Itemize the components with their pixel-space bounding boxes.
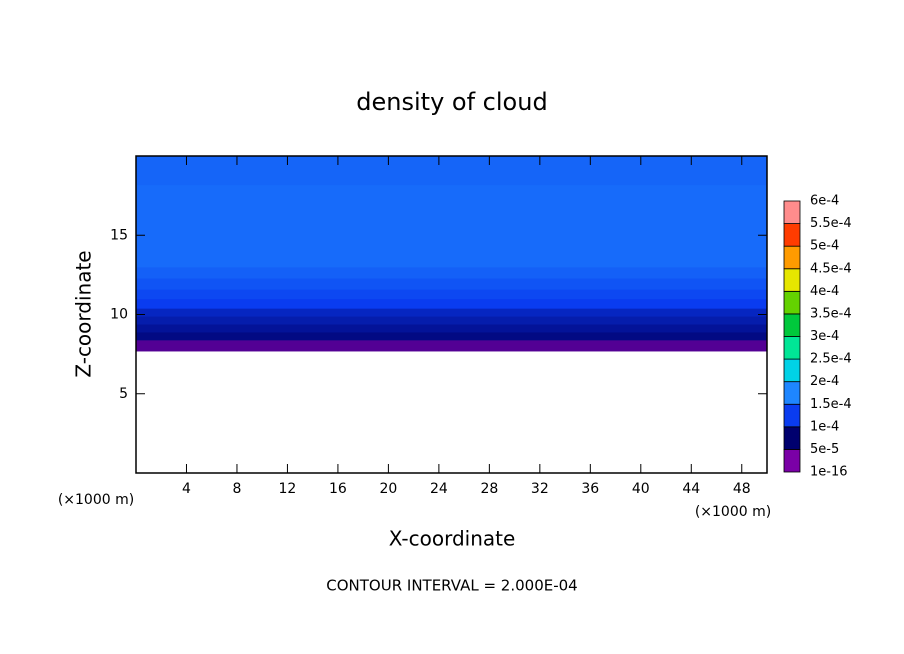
colorbar-label: 5e-5 xyxy=(810,442,839,457)
colorbar-swatch xyxy=(783,200,801,224)
x-tick-label: 12 xyxy=(279,481,297,497)
contour-band xyxy=(136,278,767,290)
colorbar-label: 3e-4 xyxy=(810,329,839,344)
x-tick-label: 20 xyxy=(379,481,397,497)
contour-band xyxy=(136,308,767,317)
colorbar-swatch xyxy=(783,223,801,247)
colorbar-label: 1.5e-4 xyxy=(810,397,852,412)
y-axis-label: Z-coordinate xyxy=(72,250,96,377)
colorbar-swatch xyxy=(783,403,801,428)
contour-band xyxy=(136,324,767,333)
y-tick-label: 15 xyxy=(110,227,128,243)
x-tick-label: 8 xyxy=(232,481,241,497)
footer-note: CONTOUR INTERVAL = 2.000E-04 xyxy=(326,577,577,595)
colorbar-swatch xyxy=(783,381,801,405)
colorbar-swatch xyxy=(783,426,801,450)
y-tick-label: 5 xyxy=(119,386,128,402)
contour-band xyxy=(136,289,767,300)
colorbar-swatch xyxy=(783,358,801,383)
colorbar-label: 3.5e-4 xyxy=(810,306,852,321)
x-tick-label: 28 xyxy=(480,481,498,497)
chart-title: density of cloud xyxy=(356,88,547,116)
contour-band xyxy=(136,316,767,325)
colorbar-label: 5.5e-4 xyxy=(810,216,852,231)
colorbar-label: 4.5e-4 xyxy=(810,261,852,276)
contour-band xyxy=(136,339,767,352)
x-tick-label: 40 xyxy=(632,481,650,497)
colorbar-label: 6e-4 xyxy=(810,194,839,209)
colorbar-label: 2e-4 xyxy=(810,374,839,389)
colorbar-swatch xyxy=(783,336,801,360)
x-tick-label: 32 xyxy=(531,481,549,497)
colorbar-label: 1e-4 xyxy=(810,419,839,434)
contour-band xyxy=(136,331,767,341)
contour-band xyxy=(136,184,767,268)
colorbar-swatch xyxy=(783,449,801,473)
x-tick-label: 4 xyxy=(182,481,191,497)
colorbar-label: 2.5e-4 xyxy=(810,352,852,367)
colorbar-swatch xyxy=(783,290,801,315)
x-tick-label: 36 xyxy=(581,481,599,497)
colorbar-label: 4e-4 xyxy=(810,284,839,299)
x-tick-label: 16 xyxy=(329,481,347,497)
x-unit-label: (×1000 m) xyxy=(58,492,134,508)
x-tick-label: 24 xyxy=(430,481,448,497)
colorbar-label: 5e-4 xyxy=(810,239,839,254)
colorbar-swatch xyxy=(783,245,801,270)
colorbar-swatch xyxy=(783,268,801,292)
x-unit-label: (×1000 m) xyxy=(695,504,771,520)
x-axis-label: X-coordinate xyxy=(389,527,516,551)
contour-band xyxy=(136,266,767,279)
contour-band xyxy=(136,156,767,186)
x-tick-label: 44 xyxy=(682,481,700,497)
colorbar-label: 1e-16 xyxy=(810,465,848,480)
contour-band xyxy=(136,298,767,309)
x-tick-label: 48 xyxy=(733,481,751,497)
y-tick-label: 10 xyxy=(110,307,128,323)
colorbar-swatch xyxy=(783,313,801,337)
